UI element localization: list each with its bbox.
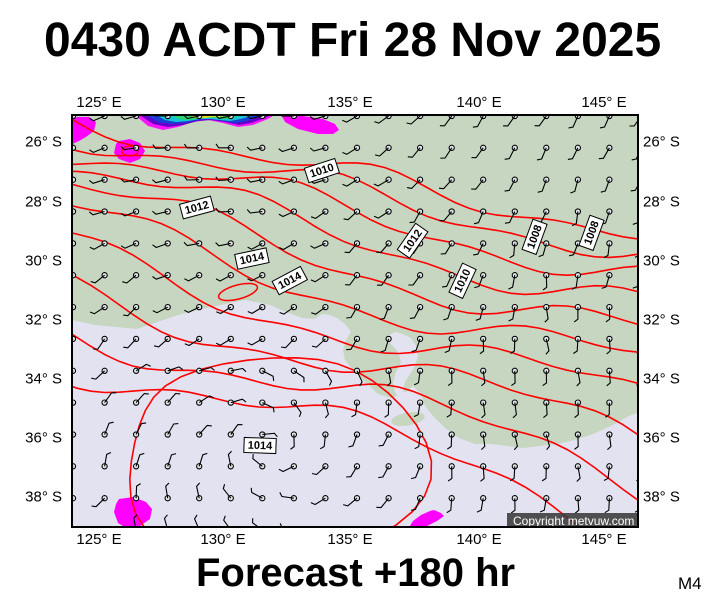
svg-text:Copyright metvuw.com: Copyright metvuw.com bbox=[513, 514, 634, 528]
svg-text:1014: 1014 bbox=[248, 440, 274, 453]
